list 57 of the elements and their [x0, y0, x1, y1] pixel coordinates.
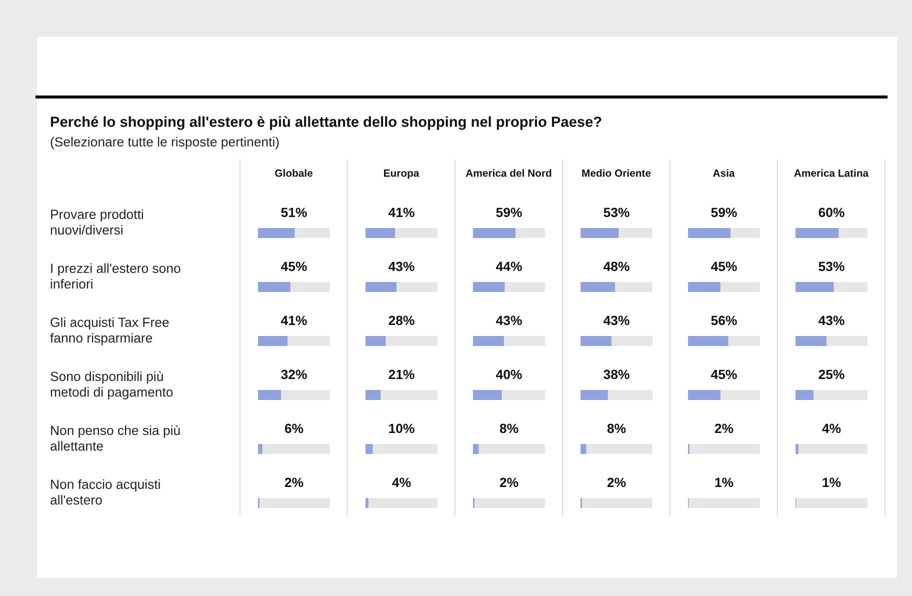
- data-label: 44%: [496, 262, 522, 272]
- data-label: 43%: [388, 262, 414, 272]
- chart-title: Perché lo shopping all'estero è più allettante dello shopping nel proprio Paese?: [50, 116, 602, 130]
- data-label: 10%: [389, 424, 414, 434]
- data-label: 45%: [280, 262, 307, 272]
- data-label: 4%: [392, 478, 411, 488]
- y-tick-label: Gli acquisti Tax Free fanno risparmiare: [50, 317, 169, 346]
- data-label: 45%: [710, 262, 737, 272]
- x-axis-title: Globale: [275, 169, 312, 177]
- data-label: 60%: [818, 208, 844, 218]
- data-label: 53%: [604, 208, 630, 218]
- data-label: 4%: [822, 424, 841, 434]
- bar: [366, 390, 381, 400]
- data-label: 2%: [714, 424, 734, 434]
- data-label: 28%: [388, 316, 414, 326]
- x-axis-title: Europa: [384, 170, 420, 179]
- data-label: 1%: [715, 478, 734, 488]
- data-label: 2%: [284, 478, 304, 488]
- data-label: 45%: [710, 370, 737, 380]
- data-label: 38%: [604, 370, 630, 380]
- data-label: 1%: [822, 478, 841, 488]
- data-label: 40%: [496, 370, 522, 380]
- x-axis-title: America Latina: [794, 169, 869, 177]
- data-label: 21%: [388, 370, 414, 380]
- bar: [473, 444, 479, 454]
- data-label: 41%: [280, 316, 307, 326]
- data-label: 25%: [818, 370, 844, 380]
- data-label: 6%: [284, 424, 304, 434]
- data-label: 41%: [388, 208, 414, 218]
- data-label: 8%: [500, 424, 518, 434]
- data-label: 48%: [603, 262, 630, 272]
- data-label: 59%: [711, 208, 737, 218]
- y-tick-label: Non faccio acquisti all'estero: [50, 479, 160, 505]
- data-label: 43%: [603, 316, 630, 326]
- bar: [258, 444, 262, 454]
- bar: [366, 498, 368, 508]
- data-label: 51%: [281, 208, 307, 218]
- x-axis-title: America del Nord: [466, 169, 552, 177]
- data-label: 8%: [607, 424, 626, 434]
- data-label: 53%: [818, 262, 844, 272]
- data-label: 2%: [607, 478, 626, 488]
- y-tick-label: Sono disponibili più metodi di pagamento: [50, 371, 173, 400]
- y-tick-label: I prezzi all'estero sono inferiori: [50, 263, 180, 289]
- bar: [366, 444, 373, 454]
- x-axis-title: Asia: [713, 169, 735, 177]
- bar: [580, 444, 586, 454]
- x-axis-title: Medio Oriente: [582, 169, 651, 177]
- y-tick-label: Non penso che sia più allettante: [50, 425, 180, 451]
- data-label: 43%: [496, 316, 522, 326]
- chart-subtitle: (Selezionare tutte le risposte pertinenti): [50, 136, 279, 150]
- data-label: 59%: [496, 208, 522, 218]
- data-label: 56%: [711, 316, 737, 326]
- data-label: 32%: [281, 370, 307, 380]
- y-tick-label: Provare prodotti nuovi/diversi: [50, 209, 143, 235]
- data-label: 2%: [500, 478, 518, 488]
- bar: [796, 444, 798, 454]
- data-label: 43%: [818, 316, 844, 326]
